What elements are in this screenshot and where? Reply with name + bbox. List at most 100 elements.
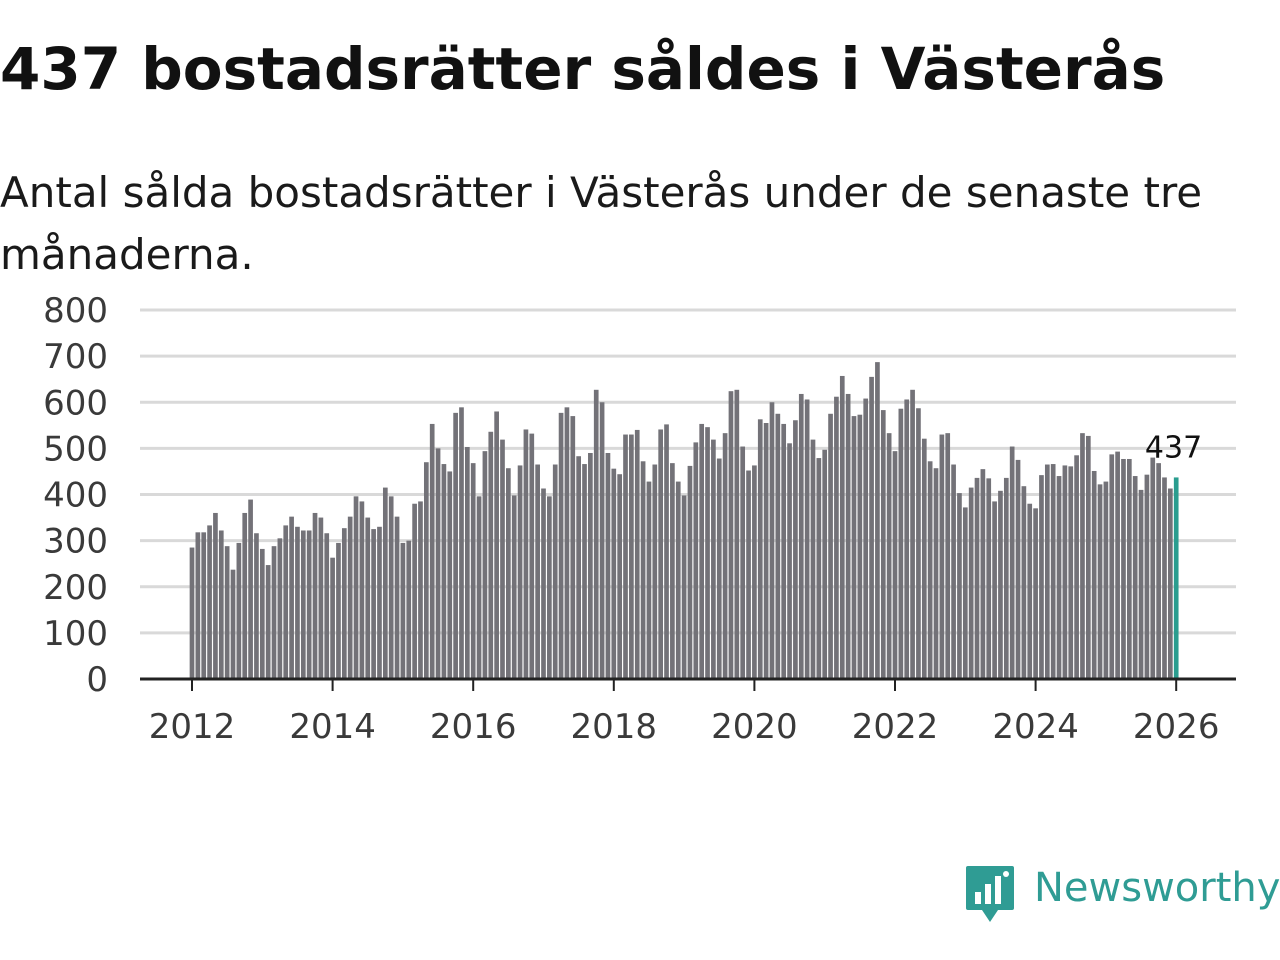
bar [207, 525, 212, 679]
bar [213, 512, 218, 679]
bar [312, 512, 318, 679]
bar [916, 408, 921, 679]
bar [1138, 489, 1144, 679]
y-tick-label: 0 [86, 660, 108, 700]
bar [623, 434, 628, 679]
bar [1027, 503, 1033, 679]
bar [1050, 464, 1056, 679]
value-labels: 437 [1145, 430, 1202, 465]
bar [453, 412, 458, 679]
bar [798, 393, 804, 679]
bar [552, 464, 558, 679]
bar [904, 399, 910, 679]
y-tick-label: 800 [43, 291, 108, 331]
y-tick-label: 100 [43, 614, 108, 654]
bar [1080, 433, 1085, 679]
bar [1115, 451, 1120, 679]
bar [740, 446, 746, 679]
bar [406, 540, 412, 679]
bar [441, 464, 447, 679]
y-tick-label: 300 [43, 522, 108, 562]
bar [687, 465, 693, 679]
bar [1156, 463, 1161, 679]
bar [1126, 458, 1132, 679]
bar [769, 402, 775, 679]
bar [324, 533, 330, 679]
bar [968, 487, 974, 679]
bar [1068, 466, 1074, 679]
bar [558, 412, 564, 679]
bar [992, 501, 997, 679]
bar [681, 495, 687, 679]
bar [412, 503, 417, 679]
bar [500, 439, 505, 679]
bar [793, 420, 798, 679]
bar [1121, 458, 1126, 679]
x-tick-label: 2020 [711, 707, 798, 747]
bar [980, 469, 986, 679]
bar [377, 526, 382, 679]
bar [757, 419, 763, 679]
bar [541, 488, 546, 679]
y-tick-label: 400 [43, 476, 108, 516]
bar [283, 525, 289, 679]
bar [1150, 457, 1156, 679]
bar [863, 398, 869, 679]
y-tick-label: 600 [43, 383, 108, 423]
bar [875, 362, 880, 679]
bar [423, 462, 429, 679]
bar [722, 433, 728, 679]
bar [353, 496, 359, 679]
bar [746, 470, 751, 679]
bar [652, 464, 658, 679]
y-tick-label: 700 [43, 337, 108, 377]
bar [705, 427, 710, 679]
bar [564, 407, 570, 679]
bar [839, 375, 845, 679]
newsworthy-logo[interactable]: Newsworthy [964, 864, 1280, 926]
bar [582, 464, 587, 679]
bar [945, 433, 951, 679]
bar [248, 499, 253, 679]
bar [254, 533, 259, 679]
bar [295, 526, 300, 679]
bar [547, 496, 552, 679]
bar [265, 565, 271, 679]
bar [588, 452, 593, 679]
bar [810, 439, 816, 679]
bar [1021, 486, 1027, 679]
bar [1103, 481, 1109, 679]
bar [1097, 484, 1103, 679]
bar [517, 465, 523, 679]
bar [306, 530, 312, 679]
bar [189, 547, 195, 679]
latest-value-label: 437 [1145, 430, 1202, 465]
bar [629, 434, 634, 679]
bar [201, 532, 207, 679]
bar [318, 517, 324, 679]
bar [734, 389, 740, 679]
bar [1033, 508, 1038, 679]
bar [1009, 446, 1015, 679]
x-tick-label: 2022 [852, 707, 939, 747]
bar [933, 468, 939, 679]
bar [365, 517, 371, 679]
bar [892, 451, 898, 679]
bar [599, 402, 605, 679]
bar [962, 507, 968, 679]
x-tick-label: 2018 [571, 707, 658, 747]
bar-latest [1173, 477, 1179, 679]
chart-title: 437 bostadsrätter såldes i Västerås [0, 35, 1166, 103]
bar [1167, 488, 1173, 679]
bar [230, 569, 236, 679]
x-tick-label: 2012 [149, 707, 236, 747]
bar [781, 423, 787, 679]
bar [464, 446, 470, 679]
bar [851, 416, 857, 679]
bar [617, 474, 623, 679]
bar [371, 529, 376, 679]
bar [605, 452, 611, 679]
bar [388, 496, 394, 679]
bar [418, 501, 423, 679]
bar [670, 463, 675, 679]
